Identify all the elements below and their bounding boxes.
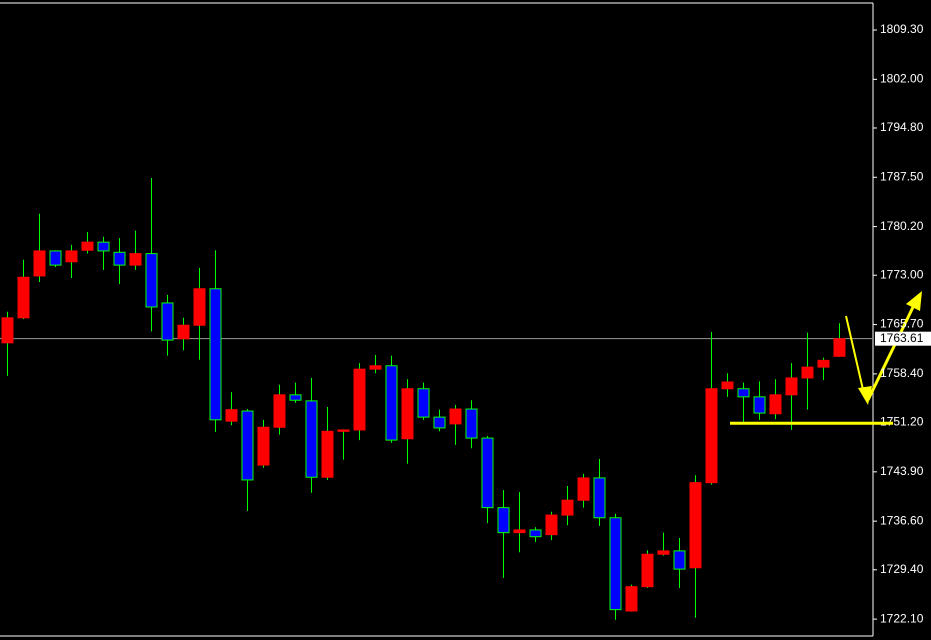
candle-body	[1, 317, 14, 344]
candle-body	[689, 482, 702, 569]
candle-body	[209, 288, 222, 421]
candle-body	[113, 251, 126, 266]
last-price-label: 1763.61	[880, 331, 924, 345]
y-tick-label: 1722.10	[880, 611, 924, 625]
candle-body	[97, 241, 110, 252]
plot	[0, 177, 873, 620]
candle-body	[657, 550, 670, 555]
arrow-down	[845, 315, 865, 395]
y-tick-label: 1773.00	[880, 267, 924, 281]
candle-body	[353, 368, 366, 431]
candle-body	[289, 394, 302, 401]
candle-body	[273, 394, 286, 428]
candle-body	[801, 366, 814, 379]
candle-body	[401, 388, 414, 440]
candle-body	[145, 253, 158, 308]
candle-body	[465, 408, 478, 439]
y-tick-label: 1758.40	[880, 366, 924, 380]
candle-body	[785, 377, 798, 396]
candle-body	[721, 381, 734, 390]
candle-body	[433, 416, 446, 429]
candle-body	[673, 550, 686, 570]
candle-body	[753, 396, 766, 414]
candle-body	[65, 250, 78, 263]
candle-body	[369, 365, 382, 370]
candle-body	[545, 514, 558, 536]
candle-body	[561, 499, 574, 516]
y-tick-label: 1729.40	[880, 562, 924, 576]
y-tick-label: 1743.90	[880, 464, 924, 478]
y-tick-label: 1751.20	[880, 415, 924, 429]
candle-body	[49, 250, 62, 266]
candle-body	[161, 302, 174, 341]
candle-body	[497, 507, 510, 534]
candle-body	[593, 477, 606, 519]
candle-body	[705, 388, 718, 484]
candle-body	[81, 241, 94, 251]
arrow-up	[866, 302, 917, 401]
candle-body	[737, 388, 750, 398]
y-tick-label: 1765.70	[880, 317, 924, 331]
candle-body	[241, 410, 254, 481]
candle-body	[577, 477, 590, 501]
candle-body	[193, 288, 206, 326]
y-tick-label: 1780.20	[880, 219, 924, 233]
last-price-box	[875, 331, 931, 346]
candle-body	[817, 359, 830, 368]
annotation-arrows	[845, 291, 922, 405]
candle-body	[177, 324, 190, 340]
candle-body	[129, 253, 142, 266]
candle-body	[625, 586, 638, 612]
candle-body	[17, 276, 30, 319]
candle-body	[225, 409, 238, 422]
candle-body	[305, 400, 318, 478]
candle-body	[257, 426, 270, 466]
candle-body	[833, 338, 846, 357]
candle-body	[321, 430, 334, 478]
arrowhead-up	[906, 291, 922, 311]
candle-body	[769, 394, 782, 415]
arrowhead-down	[858, 386, 872, 405]
candle-body	[641, 553, 654, 588]
candle-body	[609, 517, 622, 611]
y-tick-label: 1736.60	[880, 513, 924, 527]
candle-body	[513, 529, 526, 534]
candle-body	[481, 437, 494, 509]
candle-body	[385, 365, 398, 441]
y-tick-label: 1794.80	[880, 120, 924, 134]
candle-body	[529, 529, 542, 538]
candle-body	[417, 388, 430, 418]
y-tick-label: 1809.30	[880, 22, 924, 36]
candle-body	[449, 408, 462, 425]
candle-body	[337, 429, 350, 432]
y-tick-label: 1787.50	[880, 169, 924, 183]
candle-body	[33, 250, 46, 277]
y-tick-label: 1802.00	[880, 72, 924, 86]
